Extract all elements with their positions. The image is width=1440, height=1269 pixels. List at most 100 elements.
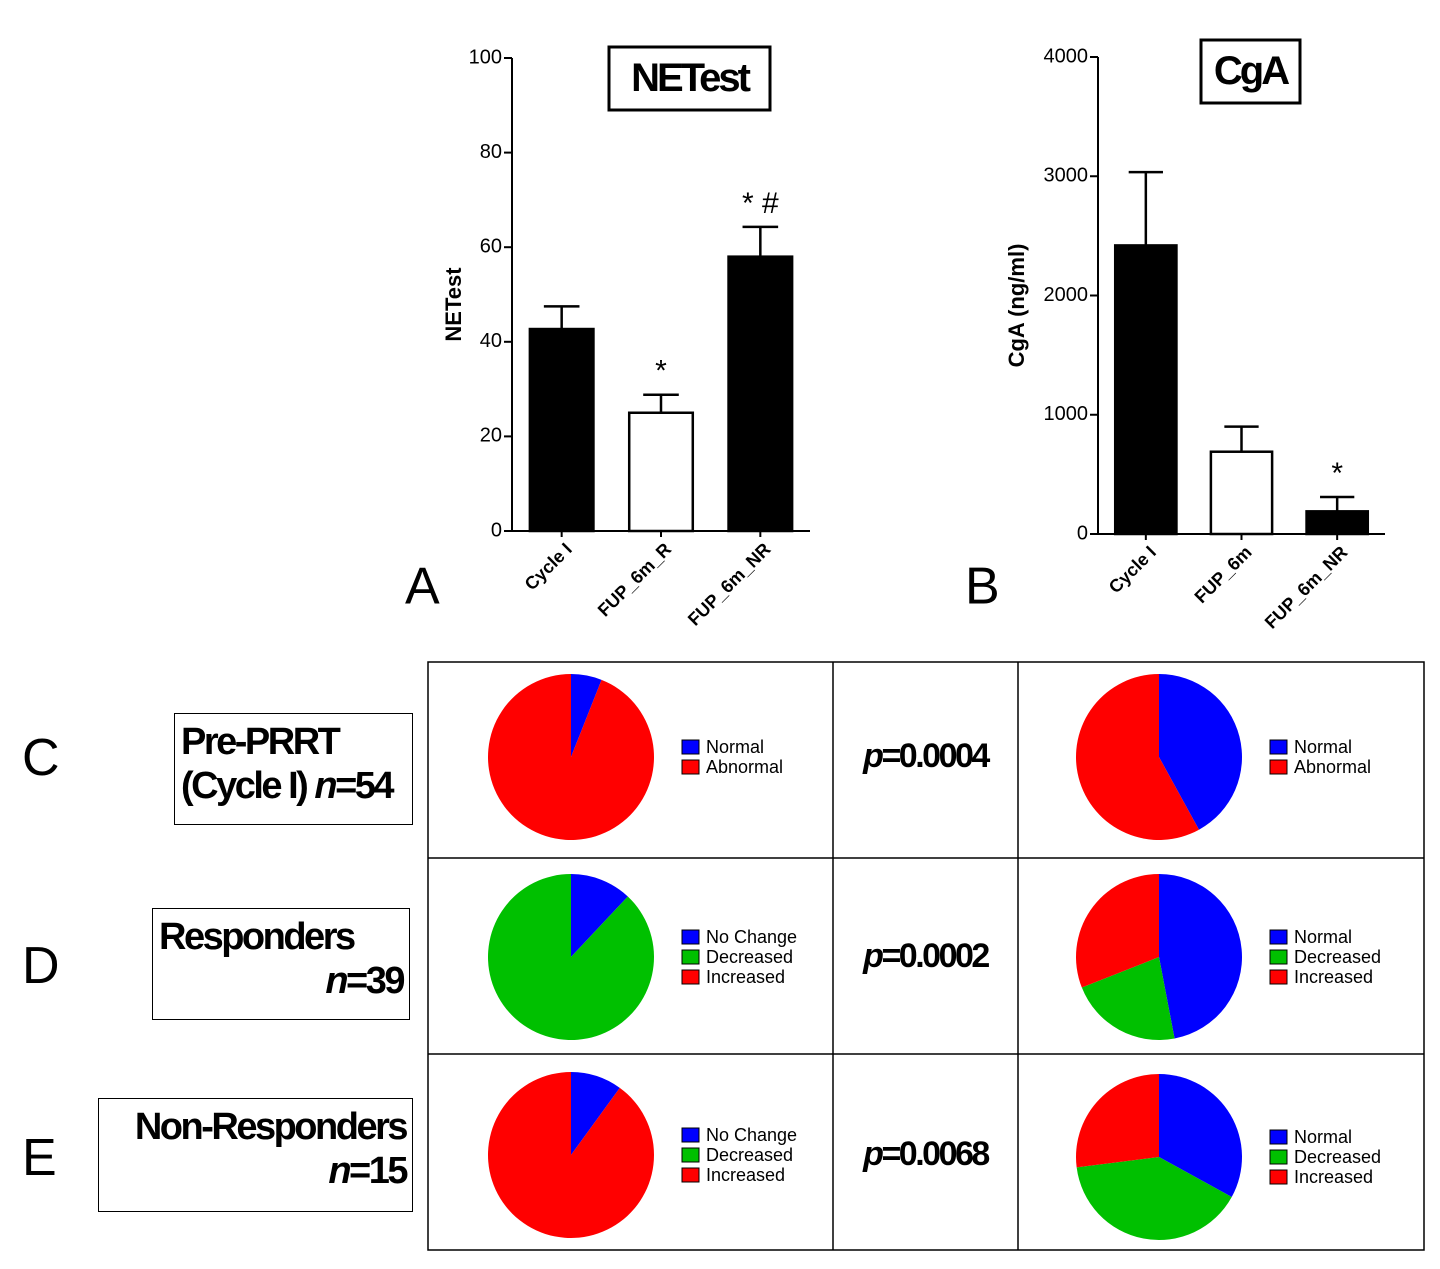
annotation: * # (742, 187, 779, 220)
legend-label: Abnormal (1294, 757, 1371, 777)
row-label-line: Pre-PRRT (181, 720, 406, 764)
annotation: * (1331, 457, 1343, 490)
legend-label: Increased (706, 1165, 785, 1185)
bar (1305, 510, 1370, 536)
x-tick-label: Cycle I (1105, 542, 1160, 597)
y-tick-label: 1000 (1044, 403, 1089, 425)
pie-slice (1081, 957, 1175, 1040)
row-sublabel: (Cycle I) (181, 765, 309, 807)
title-box (1199, 38, 1302, 105)
legend-label: Normal (706, 737, 764, 757)
legend-label: Normal (1294, 927, 1352, 947)
row-count: n=39 (325, 960, 405, 1002)
legend-label: Decreased (706, 1145, 793, 1165)
bar (528, 327, 595, 533)
y-tick-label: 0 (1077, 522, 1088, 544)
legend-label: Abnormal (706, 757, 783, 777)
legend-swatch (681, 1167, 700, 1183)
row-label: Pre-PRRT (181, 721, 341, 763)
y-tick-label: 4000 (1044, 45, 1089, 67)
legend-swatch (1269, 759, 1288, 775)
legend-swatch (681, 739, 700, 755)
row-count-line: (Cycle I) n=54 (181, 764, 406, 808)
pie-slice (1075, 874, 1159, 988)
row-count: n=54 (314, 765, 394, 807)
chart-title: CgA (1214, 49, 1289, 93)
x-tick-label: Cycle I (521, 539, 576, 594)
legend-label: Normal (1294, 737, 1352, 757)
p-value-text: p=0.0004 (863, 737, 990, 775)
title-box (607, 45, 772, 112)
legend-swatch (1269, 1149, 1288, 1165)
legend-label: Decreased (1294, 1147, 1381, 1167)
legend-label: Increased (1294, 967, 1373, 987)
p-value: p=0.0068 (833, 1135, 1018, 1174)
legend-label: Normal (1294, 1127, 1352, 1147)
p-value-text: p=0.0068 (863, 1135, 990, 1173)
legend-swatch (681, 929, 700, 945)
y-tick-label: 20 (480, 425, 502, 447)
chart-title: NETest (631, 56, 751, 100)
row-label-box: Non-Responders n=15 (98, 1098, 413, 1212)
legend-swatch (1269, 1169, 1288, 1185)
pie-slice (1159, 874, 1242, 1039)
y-tick-label: 80 (480, 141, 502, 163)
p-value-text: p=0.0002 (863, 937, 990, 975)
row-label: Non-Responders (134, 1106, 409, 1148)
y-tick-label: 40 (480, 330, 502, 352)
y-tick-label: 60 (480, 235, 502, 257)
pie-slice (1159, 673, 1242, 830)
legend-swatch (1269, 969, 1288, 985)
y-tick-label: 2000 (1044, 284, 1089, 306)
panel-letter: B (965, 558, 1000, 616)
table-grid (427, 661, 1425, 1251)
panel-letter: D (22, 937, 60, 995)
row-count-line: n=39 (159, 959, 405, 1003)
pie-slice (571, 874, 628, 957)
row-label-line: Responders (159, 915, 403, 959)
y-tick-label: 100 (469, 46, 502, 68)
y-tick-label: 0 (491, 519, 502, 541)
legend-swatch (681, 1147, 700, 1163)
legend-swatch (1269, 1129, 1288, 1145)
row-label-line: Non-Responders (105, 1105, 409, 1149)
pie-slice (571, 674, 602, 757)
row-label-box: Pre-PRRT (Cycle I) n=54 (174, 713, 413, 825)
bar (1209, 450, 1274, 536)
p-value: p=0.0004 (833, 737, 1018, 776)
x-tick-label: FUP_6m_NR (684, 539, 775, 630)
legend-label: Increased (706, 967, 785, 987)
row-count: n=15 (328, 1150, 408, 1192)
legend-swatch (681, 949, 700, 965)
bar (1113, 244, 1178, 536)
pie-slice (487, 1072, 655, 1238)
y-axis-label: CgA (ng/ml) (1004, 244, 1029, 368)
row-label-box: Responders n=39 (152, 908, 410, 1020)
panel-letter: A (405, 558, 440, 616)
pie-slice (1076, 1157, 1232, 1241)
annotation: * (655, 355, 667, 388)
legend-label: Increased (1294, 1167, 1373, 1187)
pie-slice (487, 874, 654, 1040)
legend-label: Decreased (1294, 947, 1381, 967)
y-tick-label: 3000 (1044, 165, 1089, 187)
legend-swatch (1269, 739, 1288, 755)
legend-label: Decreased (706, 947, 793, 967)
x-tick-label: FUP_6m_NR (1261, 542, 1352, 633)
legend-swatch (681, 1127, 700, 1143)
x-tick-label: FUP_6m (1191, 542, 1256, 607)
pie-slice (487, 673, 654, 840)
legend-swatch (681, 969, 700, 985)
legend-label: No Change (706, 927, 797, 947)
legend-swatch (1269, 949, 1288, 965)
pie-slice (1076, 1074, 1159, 1168)
legend-swatch (1269, 929, 1288, 945)
x-tick-label: FUP_6m_R (594, 539, 675, 620)
pie-slice (1076, 674, 1199, 840)
bar (727, 255, 794, 533)
bar (627, 411, 695, 533)
legend-label: No Change (706, 1125, 797, 1145)
pie-slice (571, 1072, 620, 1155)
